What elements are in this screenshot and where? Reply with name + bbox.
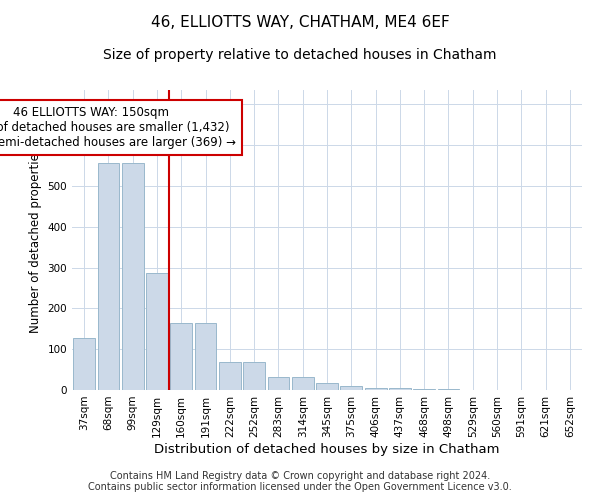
Bar xyxy=(73,338,95,390)
Bar xyxy=(389,388,411,390)
Text: Contains HM Land Registry data © Crown copyright and database right 2024.
Contai: Contains HM Land Registry data © Crown c… xyxy=(88,471,512,492)
Bar xyxy=(437,389,460,390)
Bar xyxy=(268,376,289,390)
Bar xyxy=(340,386,362,390)
Text: Size of property relative to detached houses in Chatham: Size of property relative to detached ho… xyxy=(103,48,497,62)
Bar xyxy=(316,382,338,390)
Y-axis label: Number of detached properties: Number of detached properties xyxy=(29,147,42,333)
Bar xyxy=(170,324,192,390)
Bar xyxy=(219,362,241,390)
Bar xyxy=(365,388,386,390)
Bar xyxy=(413,389,435,390)
Bar xyxy=(122,164,143,390)
Text: 46, ELLIOTTS WAY, CHATHAM, ME4 6EF: 46, ELLIOTTS WAY, CHATHAM, ME4 6EF xyxy=(151,15,449,30)
Bar xyxy=(243,362,265,390)
Bar xyxy=(146,273,168,390)
Bar xyxy=(292,376,314,390)
Bar xyxy=(194,324,217,390)
Text: 46 ELLIOTTS WAY: 150sqm
← 79% of detached houses are smaller (1,432)
20% of semi: 46 ELLIOTTS WAY: 150sqm ← 79% of detache… xyxy=(0,106,236,150)
X-axis label: Distribution of detached houses by size in Chatham: Distribution of detached houses by size … xyxy=(154,442,500,456)
Bar xyxy=(97,164,119,390)
